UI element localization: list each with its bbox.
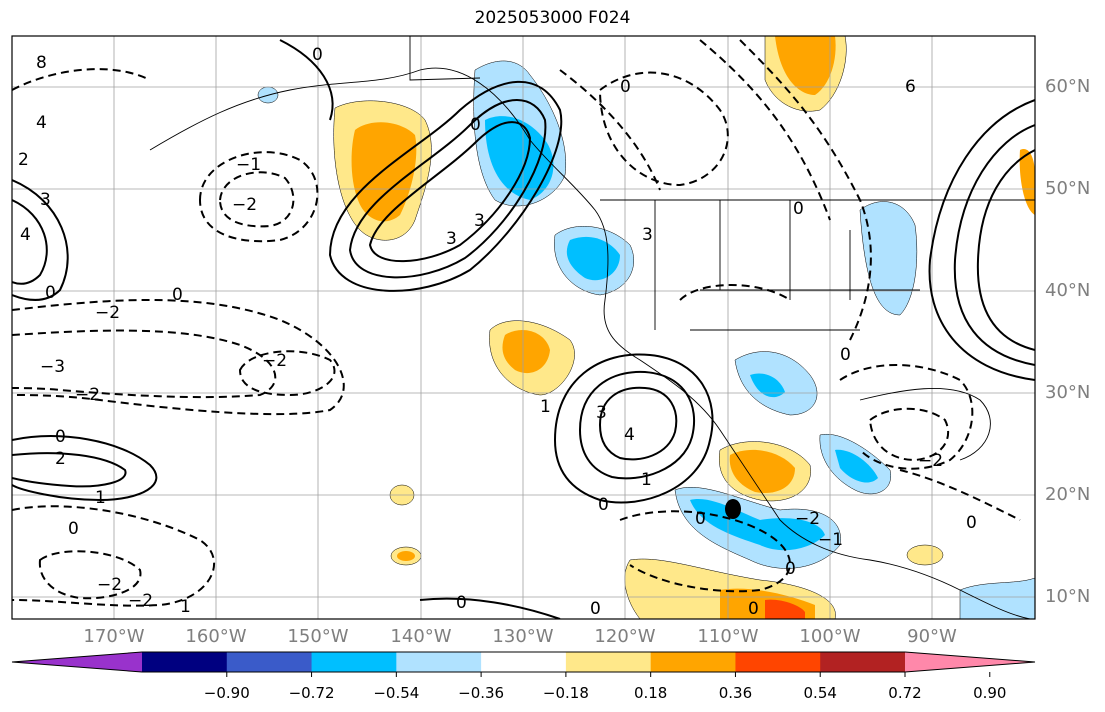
lat-label: 40°N bbox=[1045, 280, 1091, 301]
contour-label: 1 bbox=[180, 597, 191, 617]
lon-label: 100°W bbox=[799, 626, 861, 647]
map-title: 2025053000 F024 bbox=[474, 8, 631, 28]
contour-label: 0 bbox=[793, 199, 804, 219]
colorbar-segment bbox=[481, 652, 567, 672]
contour-label: 2 bbox=[18, 150, 29, 170]
contour-label: 4 bbox=[624, 425, 635, 445]
contour-label: −2 bbox=[97, 575, 122, 595]
map-frame bbox=[11, 35, 1036, 620]
lon-label: 90°W bbox=[907, 626, 957, 647]
contour-label: 0 bbox=[68, 519, 79, 539]
lat-label: 50°N bbox=[1045, 178, 1091, 199]
coastlines bbox=[149, 36, 1035, 619]
colorbar-tick-label: −0.72 bbox=[288, 684, 335, 702]
colorbar-tick-label: −0.36 bbox=[458, 684, 505, 702]
contour-label: −2 bbox=[918, 451, 943, 471]
colorbar-tick-label: 0.18 bbox=[633, 684, 668, 702]
contour-label: 0 bbox=[785, 559, 796, 579]
contour-label: 3 bbox=[446, 229, 457, 249]
marker-dot bbox=[725, 499, 741, 519]
graticule bbox=[12, 36, 1035, 619]
colorbar-tick-label: −0.90 bbox=[203, 684, 250, 702]
contour-label-group: 8 4 2 3 4 0 −2 −3 −2 0 2 1 0 −2 −2 1 −1 … bbox=[18, 45, 977, 619]
contour-label: 0 bbox=[598, 495, 609, 515]
contour-label: −2 bbox=[232, 195, 257, 215]
colorbar-segment bbox=[142, 652, 228, 672]
colorbar-segment bbox=[396, 652, 482, 672]
contour-label: 0 bbox=[172, 285, 183, 305]
colorbar-segment bbox=[650, 652, 736, 672]
contour-label: −2 bbox=[128, 591, 153, 611]
contour-label: 4 bbox=[20, 225, 31, 245]
lon-label: 120°W bbox=[594, 626, 656, 647]
contour-label: −1 bbox=[236, 155, 261, 175]
lat-label: 30°N bbox=[1045, 382, 1091, 403]
contours-negative bbox=[12, 39, 1021, 607]
colorbar-tick-label: −0.18 bbox=[542, 684, 589, 702]
anomaly-fills bbox=[257, 36, 1035, 619]
colorbar-tick-label: 0.90 bbox=[973, 684, 1007, 702]
contour-label: 0 bbox=[620, 77, 631, 97]
lon-label: 160°W bbox=[185, 626, 247, 647]
contour-label: 0 bbox=[45, 283, 56, 303]
contour-label: 4 bbox=[36, 113, 47, 133]
colorbar bbox=[11, 651, 1036, 677]
colorbar-extend-left bbox=[12, 652, 142, 672]
lon-label: 150°W bbox=[287, 626, 349, 647]
contour-label: −2 bbox=[75, 385, 100, 405]
contour-label: 1 bbox=[95, 488, 106, 508]
contour-label: −2 bbox=[262, 351, 287, 371]
colorbar-segment bbox=[820, 652, 906, 672]
colorbar-tick-label: −0.54 bbox=[373, 684, 420, 702]
contour-label: 0 bbox=[470, 115, 481, 135]
lon-label: 110°W bbox=[697, 626, 759, 647]
contour-label: 0 bbox=[748, 599, 759, 619]
contour-label: 0 bbox=[312, 45, 323, 65]
contour-label: 0 bbox=[840, 345, 851, 365]
lat-label: 10°N bbox=[1045, 586, 1091, 607]
contour-label: −3 bbox=[40, 357, 65, 377]
contour-label: 3 bbox=[40, 190, 51, 210]
contour-label: 8 bbox=[36, 53, 47, 73]
lat-label: 60°N bbox=[1045, 76, 1091, 97]
contour-label: 3 bbox=[642, 225, 653, 245]
colorbar-segment bbox=[311, 652, 397, 672]
colorbar-tick-label: 0.36 bbox=[718, 684, 753, 702]
lon-label: 170°W bbox=[83, 626, 145, 647]
contour-label: 6 bbox=[905, 77, 916, 97]
contour-label: 1 bbox=[641, 470, 652, 490]
contour-label: 0 bbox=[456, 593, 467, 613]
contours-positive bbox=[12, 39, 1035, 619]
contour-label: −2 bbox=[95, 303, 120, 323]
lon-label: 130°W bbox=[492, 626, 554, 647]
colorbar-tick-label: 0.72 bbox=[888, 684, 922, 702]
contour-label: 3 bbox=[596, 403, 607, 423]
contour-label: 1 bbox=[540, 397, 551, 417]
contour-label: 3 bbox=[474, 211, 485, 231]
colorbar-outline bbox=[11, 651, 1036, 673]
contour-label: −2 bbox=[795, 509, 820, 529]
contour-label: 0 bbox=[966, 513, 977, 533]
contour-label: 0 bbox=[695, 509, 706, 529]
colorbar-segment bbox=[226, 652, 313, 672]
contour-label: −1 bbox=[818, 530, 843, 550]
contour-label: 0 bbox=[590, 599, 601, 619]
colorbar-segment bbox=[735, 652, 821, 672]
contour-label: 0 bbox=[55, 427, 66, 447]
colorbar-extend-right bbox=[905, 652, 1035, 672]
colorbar-segment bbox=[565, 652, 652, 672]
colorbar-tick-label: 0.54 bbox=[803, 684, 837, 702]
lat-label: 20°N bbox=[1045, 484, 1091, 505]
contour-label: 2 bbox=[55, 449, 66, 469]
lon-label: 140°W bbox=[390, 626, 452, 647]
